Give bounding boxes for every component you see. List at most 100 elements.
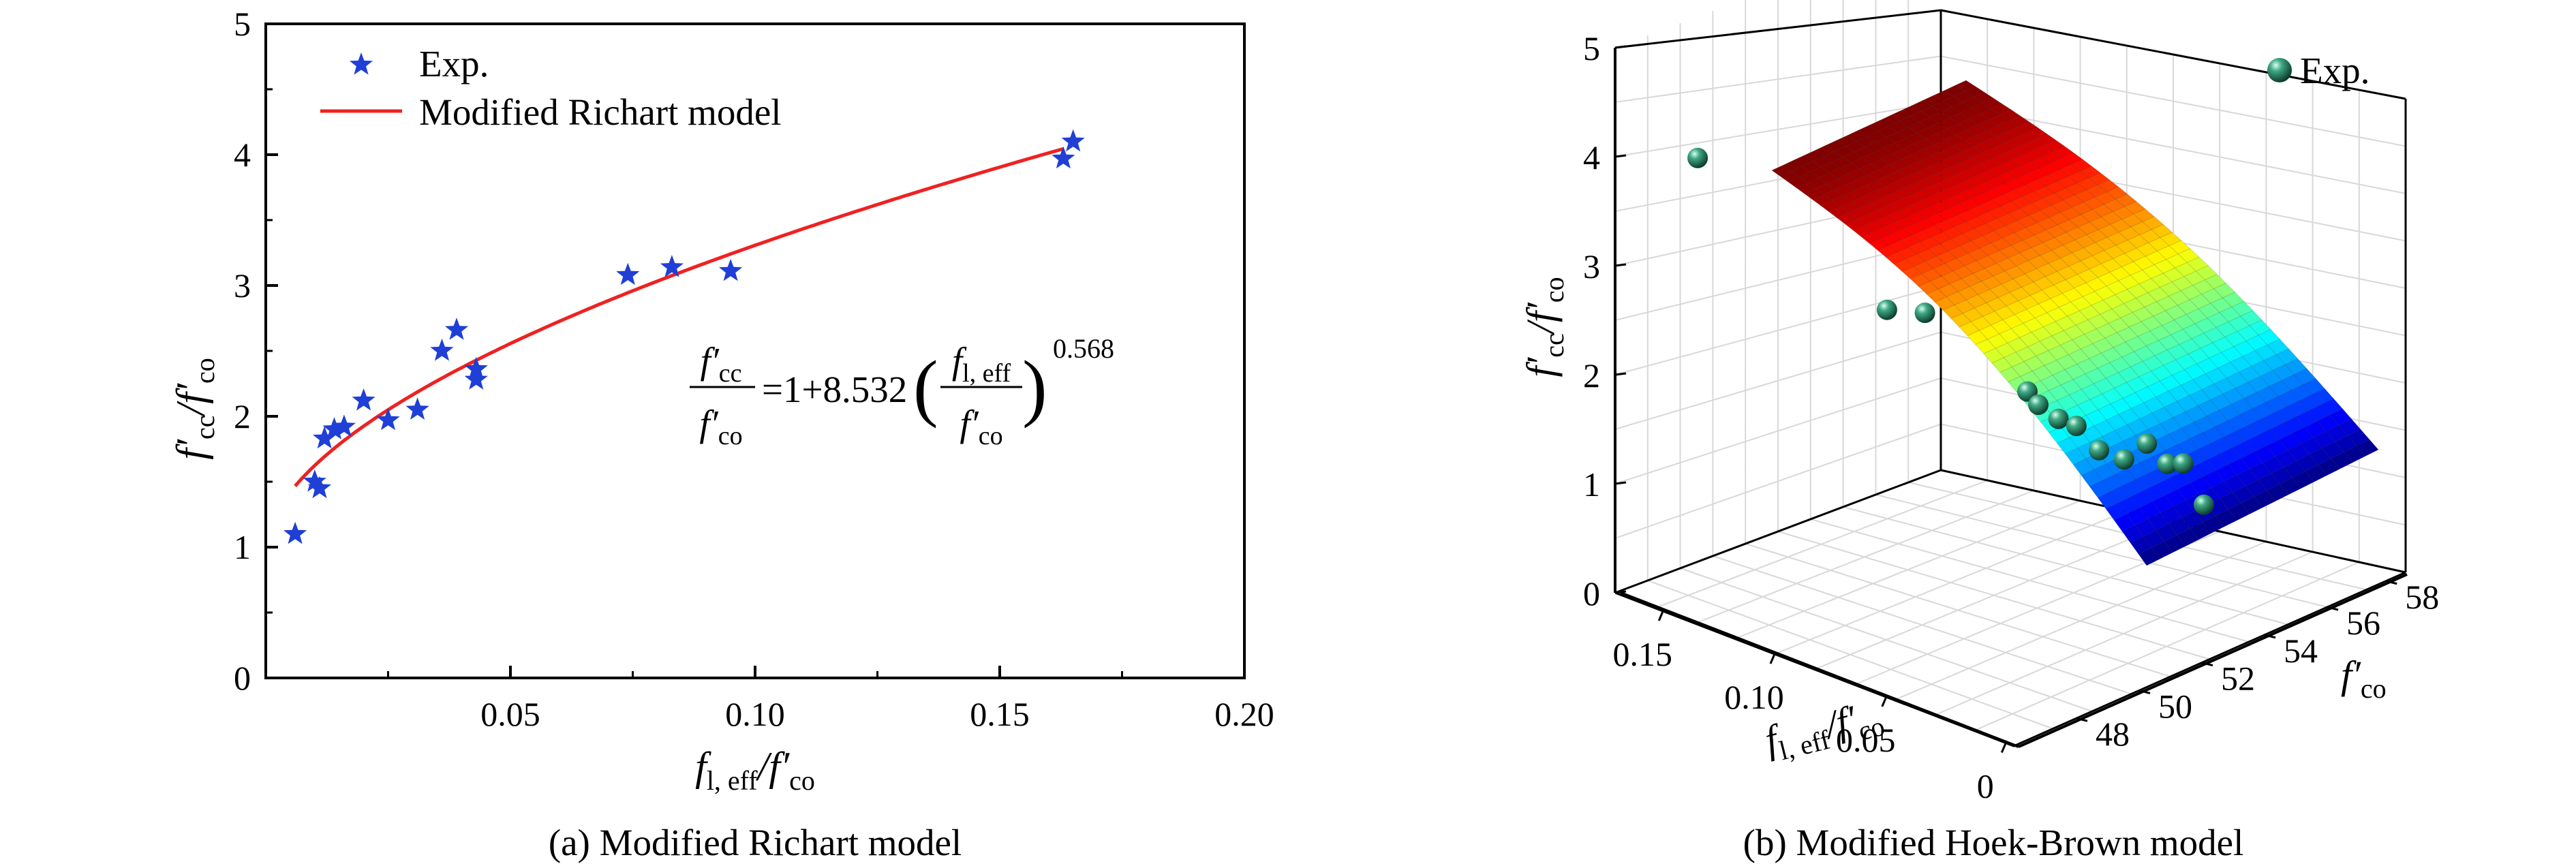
z-tick-label: 1 (1583, 465, 1600, 504)
exp-point-ball (1687, 147, 1708, 168)
exp-point-star (313, 426, 337, 449)
panel-b-hoek-brown: 0 1 2 3 4 5 0.15 0.10 0.05 0 48 50 52 54 56 58 f′cc/f… (1518, 0, 2439, 863)
legend-ball-icon (2267, 58, 2292, 82)
y-tick-label: 0 (234, 659, 251, 697)
x-tick-label-3d: 0.05 (1836, 721, 1896, 759)
z-tick-label: 5 (1583, 29, 1600, 67)
y-tick-label: 5 (234, 5, 251, 43)
exp-point-ball (2113, 449, 2134, 470)
x-tick-mark-3d (1881, 696, 1888, 707)
legend-star-icon (349, 52, 373, 75)
exp-point-star (444, 318, 469, 340)
surface-patch (2356, 439, 2379, 457)
z-tick-mark (1614, 590, 1627, 594)
eq-rhs-const: =1+8.532 (762, 369, 907, 410)
legend: Exp. Modified Richart model (320, 43, 782, 133)
eq-exponent: 0.568 (1053, 333, 1114, 364)
legend-model-label: Modified Richart model (419, 91, 782, 133)
model-curve (294, 146, 1064, 488)
exp-point-star (464, 356, 488, 380)
exp-point-star (616, 262, 640, 285)
exp-point-ball (2136, 433, 2158, 454)
z-axis-ticks: 0 1 2 3 4 5 (1583, 29, 1627, 613)
x-tick-label-3d: 0 (1977, 767, 1994, 805)
x-tick-mark-3d (1657, 610, 1664, 621)
x-tick-mark-3d (2000, 742, 2007, 754)
y-tick-label-3d: 54 (2284, 632, 2318, 670)
z-tick-mark (1614, 154, 1627, 158)
eq-lhs-num: f′cc (700, 340, 741, 388)
z-tick-mark (1614, 45, 1627, 49)
x-tick-label-3d: 0.10 (1724, 678, 1784, 716)
eq-frac-num: fl, eff (952, 340, 1011, 388)
x-axis-ticks-3d: 0.15 0.10 0.05 0 (1612, 610, 2007, 805)
z-tick-label: 4 (1583, 138, 1600, 176)
legend-exp-label-3d: Exp. (2300, 50, 2370, 91)
exp-point-star (430, 339, 454, 361)
caption-b: (b) Modified Hoek-Brown model (1743, 822, 2244, 863)
legend-3d: Exp. (2267, 50, 2370, 91)
exp-point-star (719, 258, 743, 281)
exp-point-star (376, 407, 400, 431)
eq-open-paren: ( (913, 345, 938, 429)
svg-text:f′cc/f′co: f′cc/f′co (1518, 277, 1569, 377)
exp-point-star (1061, 129, 1085, 152)
z-axis-label: f′cc/f′co (1518, 277, 1569, 377)
y-tick-label: 1 (234, 528, 251, 566)
y-tick-label-3d: 52 (2221, 660, 2255, 698)
panel-a-richart: 0 1 2 3 4 5 0.05 0.10 0.15 0.20 f′cc/f′co fl, ef… (168, 5, 1274, 863)
z-tick-label: 3 (1583, 247, 1600, 285)
y-tick-label: 3 (234, 266, 251, 305)
y-axis-ticks-3d: 48 50 52 54 56 58 (2076, 578, 2439, 753)
x-tick-mark-3d (1769, 653, 1776, 664)
exp-point-ball (1914, 303, 1935, 324)
y-tick-label-3d: 58 (2405, 578, 2439, 616)
surface (1771, 80, 2379, 566)
y-tick-label-3d: 56 (2346, 604, 2380, 642)
caption-a: (a) Modified Richart model (549, 822, 962, 863)
exp-point-ball (2157, 453, 2178, 474)
exp-point-ball (2048, 408, 2069, 429)
z-tick-label: 2 (1583, 356, 1600, 395)
y-tick-mark-3d (2138, 689, 2151, 694)
exp-point-star (332, 414, 356, 437)
exp-point-ball (1876, 299, 1897, 320)
exp-points-3d (1687, 147, 2214, 515)
y-axis-label-3d: f′co (2341, 653, 2387, 704)
x-tick-label-3d: 0.15 (1612, 635, 1672, 673)
exp-point-star (322, 417, 346, 439)
exp-point-star (464, 367, 488, 390)
equation: f′cc f′co =1+8.532 ( fl, eff f′co ) 0.56… (690, 333, 1114, 450)
exp-point-star (660, 255, 684, 277)
exp-points (283, 129, 1085, 544)
exp-point-star (307, 476, 332, 499)
y-tick-label: 2 (234, 397, 251, 435)
svg-text:f′cc/f′co: f′cc/f′co (168, 358, 220, 460)
exp-point-ball (2193, 494, 2214, 515)
x-tick-label: 0.05 (480, 695, 540, 733)
exp-point-ball (2028, 395, 2049, 415)
exp-point-star (283, 521, 307, 544)
exp-point-star (352, 388, 375, 411)
x-axis-label: fl, eff/f′co (695, 744, 815, 796)
y-tick-mark-3d (2264, 634, 2276, 639)
y-tick-mark-3d (2201, 662, 2213, 667)
exp-point-ball (2066, 416, 2087, 437)
exp-point-ball (2173, 453, 2194, 474)
x-tick-label: 0.20 (1214, 695, 1274, 733)
y-tick-mark-3d (2076, 717, 2088, 722)
exp-point-star (303, 469, 326, 492)
y-tick-mark-3d (2327, 606, 2339, 611)
exp-point-star (1052, 146, 1075, 169)
z-tick-mark (1614, 372, 1627, 376)
legend-exp-label: Exp. (419, 43, 489, 84)
eq-lhs-den: f′co (699, 403, 742, 450)
z-tick-label: 0 (1583, 574, 1600, 613)
x-tick-label: 0.10 (725, 695, 785, 733)
y-tick-label-3d: 48 (2096, 715, 2130, 753)
exp-point-ball (2089, 439, 2109, 461)
z-tick-mark (1614, 481, 1627, 485)
eq-frac-den: f′co (960, 403, 1002, 450)
eq-close-paren: ) (1022, 345, 1047, 429)
